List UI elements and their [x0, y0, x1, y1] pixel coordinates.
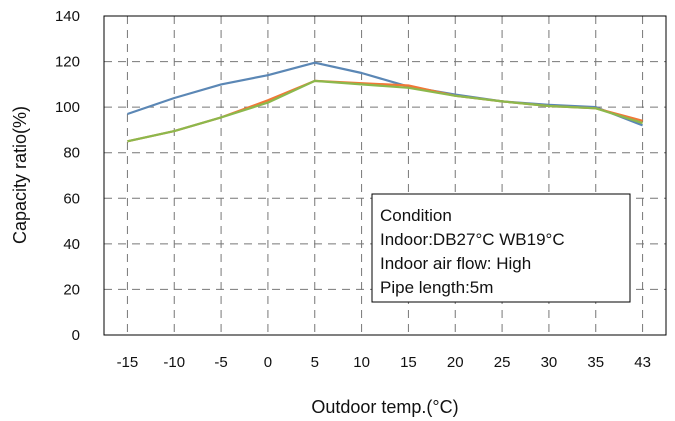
y-tick-label: 140 [55, 8, 80, 25]
condition-line: Condition [380, 206, 452, 225]
series-line-1 [127, 61, 644, 127]
x-tick-label: -15 [117, 354, 139, 371]
y-tick-label: 100 [55, 99, 80, 116]
x-tick-label: 10 [353, 354, 370, 371]
tick-labels: -15 -10 -5 0 5 10 15 20 25 30 35 43 0 20 40 60 80 100 120 1… [55, 8, 651, 371]
x-tick-label: 20 [447, 354, 464, 371]
y-tick-label: 60 [63, 190, 80, 207]
y-tick-label: 120 [55, 54, 80, 71]
x-tick-label: 5 [311, 354, 319, 371]
x-tick-label: 35 [587, 354, 604, 371]
x-tick-label: 0 [264, 354, 272, 371]
series-line-3 [127, 79, 643, 143]
x-tick-label: -5 [214, 354, 227, 371]
plot-area-border [103, 15, 667, 336]
y-tick-label: 20 [63, 281, 80, 298]
condition-annotation: Condition Indoor:DB27°C WB19°C Indoor air … [371, 193, 631, 303]
x-tick-label: 25 [494, 354, 511, 371]
condition-box [371, 193, 631, 303]
y-tick-label: 80 [63, 145, 80, 162]
condition-line: Indoor air flow: High [380, 254, 531, 273]
y-tick-label: 0 [72, 327, 80, 344]
y-axis-title: Capacity ratio(%) [10, 106, 30, 244]
x-tick-label: 43 [634, 354, 651, 371]
x-tick-label: 15 [400, 354, 417, 371]
series-lines [127, 61, 644, 143]
x-axis-title: Outdoor temp.(°C) [311, 397, 458, 417]
x-tick-label: 30 [541, 354, 558, 371]
condition-line: Indoor:DB27°C WB19°C [380, 230, 565, 249]
y-tick-label: 40 [63, 236, 80, 253]
condition-line: Pipe length:5m [380, 278, 493, 297]
x-tick-label: -10 [163, 354, 185, 371]
